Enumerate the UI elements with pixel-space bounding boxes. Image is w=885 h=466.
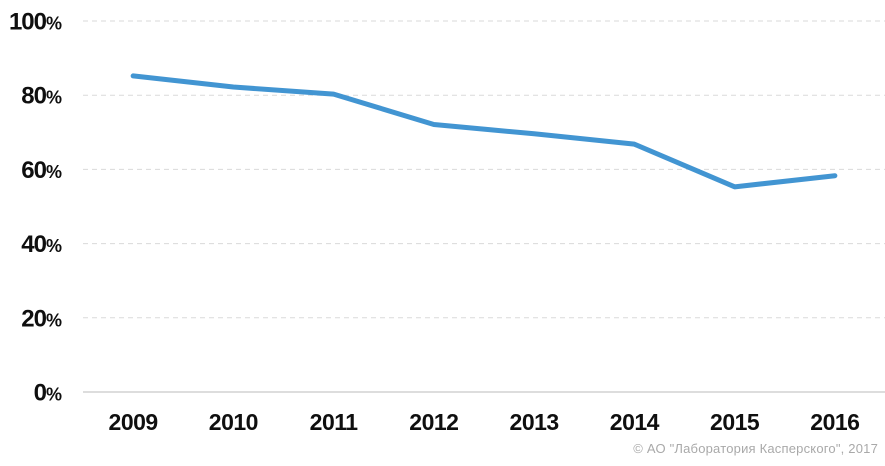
y-tick-label: 60% [21,157,62,184]
x-tick-label: 2011 [310,409,359,435]
chart-line [130,73,838,190]
x-tick-label: 2015 [710,409,760,435]
y-tick-label: 40% [21,231,62,258]
x-tick-label: 2012 [409,409,458,435]
y-tick-label: 20% [21,305,62,332]
copyright-text: © АО "Лаборатория Касперского", 2017 [633,441,878,456]
x-tick-label: 2010 [209,409,258,435]
y-tick-label: 80% [21,83,62,110]
y-tick-label: 100% [9,9,62,36]
y-tick-label: 0% [34,380,62,407]
x-tick-label: 2016 [810,409,859,435]
x-tick-label: 2014 [610,409,660,435]
x-tick-label: 2009 [109,409,158,435]
x-tick-label: 2013 [510,409,559,435]
